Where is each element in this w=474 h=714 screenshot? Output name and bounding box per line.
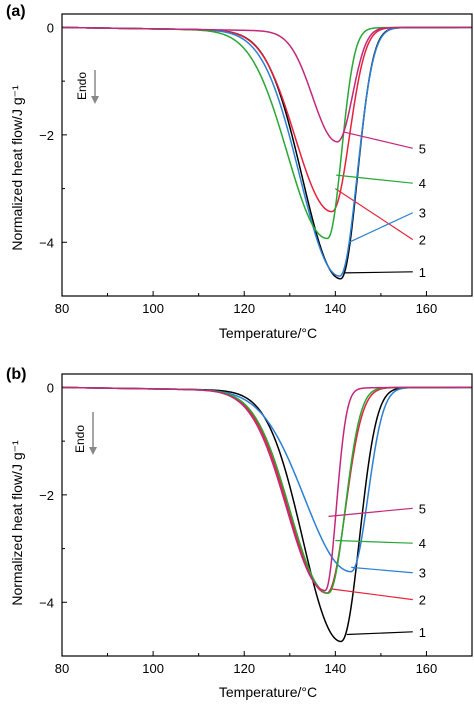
x-tick-label: 80 (55, 661, 69, 676)
y-tick-label: −4 (39, 595, 54, 610)
series-leader-4 (335, 539, 413, 544)
series-label-4: 4 (419, 536, 426, 551)
endo-label: Endo (73, 425, 87, 453)
series-leader-3 (348, 212, 414, 243)
series-line-1 (61, 26, 472, 280)
series-leader-5 (328, 507, 413, 517)
endo-arrow (91, 70, 99, 104)
series-line-3 (61, 386, 472, 573)
series-label-2: 2 (419, 593, 426, 608)
series-label-4: 4 (419, 176, 426, 191)
series-leader-4 (336, 174, 413, 184)
y-tick-label: −2 (39, 128, 54, 143)
series-label-2: 2 (419, 233, 426, 248)
series-line-4 (61, 386, 472, 594)
series-leader-2 (335, 188, 414, 241)
plot-frame (61, 373, 473, 657)
y-axis-title: Normalized heat flow/J g⁻¹ (9, 440, 25, 606)
x-tick-label: 140 (324, 301, 346, 316)
endo-label: Endo (75, 72, 89, 100)
series-leader-5 (344, 131, 413, 149)
y-tick-label: 0 (47, 380, 54, 395)
y-tick-label: −4 (39, 235, 54, 250)
x-tick-label: 160 (416, 661, 438, 676)
series-label-5: 5 (419, 141, 426, 156)
x-tick-label: 100 (142, 661, 164, 676)
x-tick-label: 120 (233, 661, 255, 676)
panel-label: (a) (6, 3, 26, 20)
series-label-1: 1 (419, 265, 426, 280)
series-label-3: 3 (419, 566, 426, 581)
panel-label: (b) (6, 366, 26, 383)
x-tick-label: 80 (55, 301, 69, 316)
x-tick-label: 160 (416, 301, 438, 316)
series-leader-1 (344, 271, 413, 274)
series-line-5 (61, 386, 472, 592)
x-tick-label: 140 (324, 661, 346, 676)
y-tick-label: −2 (39, 488, 54, 503)
series-label-5: 5 (419, 501, 426, 516)
series-leader-1 (346, 631, 413, 636)
x-tick-label: 100 (142, 301, 164, 316)
x-tick-label: 120 (233, 301, 255, 316)
series-line-3 (61, 26, 472, 277)
panel-a: (a) Normalized heat flow/J g⁻¹ Temperatu… (6, 3, 473, 341)
endo-arrow (89, 412, 97, 455)
y-axis-title: Normalized heat flow/J g⁻¹ (9, 85, 25, 251)
series-line-5 (61, 26, 472, 143)
x-axis-title: Temperature/°C (219, 325, 317, 341)
series-label-1: 1 (419, 625, 426, 640)
series-leader-3 (351, 566, 413, 574)
x-axis-title: Temperature/°C (219, 684, 317, 700)
series-line-2 (61, 386, 472, 594)
series-line-4 (61, 26, 472, 240)
series-line-1 (61, 386, 472, 643)
y-tick-label: 0 (47, 20, 54, 35)
series-line-2 (61, 26, 472, 213)
plot-frame (61, 13, 473, 297)
series-leader-2 (330, 588, 413, 601)
panel-b: (b) Normalized heat flow/J g⁻¹ Temperatu… (6, 366, 473, 700)
series-label-3: 3 (419, 206, 426, 221)
